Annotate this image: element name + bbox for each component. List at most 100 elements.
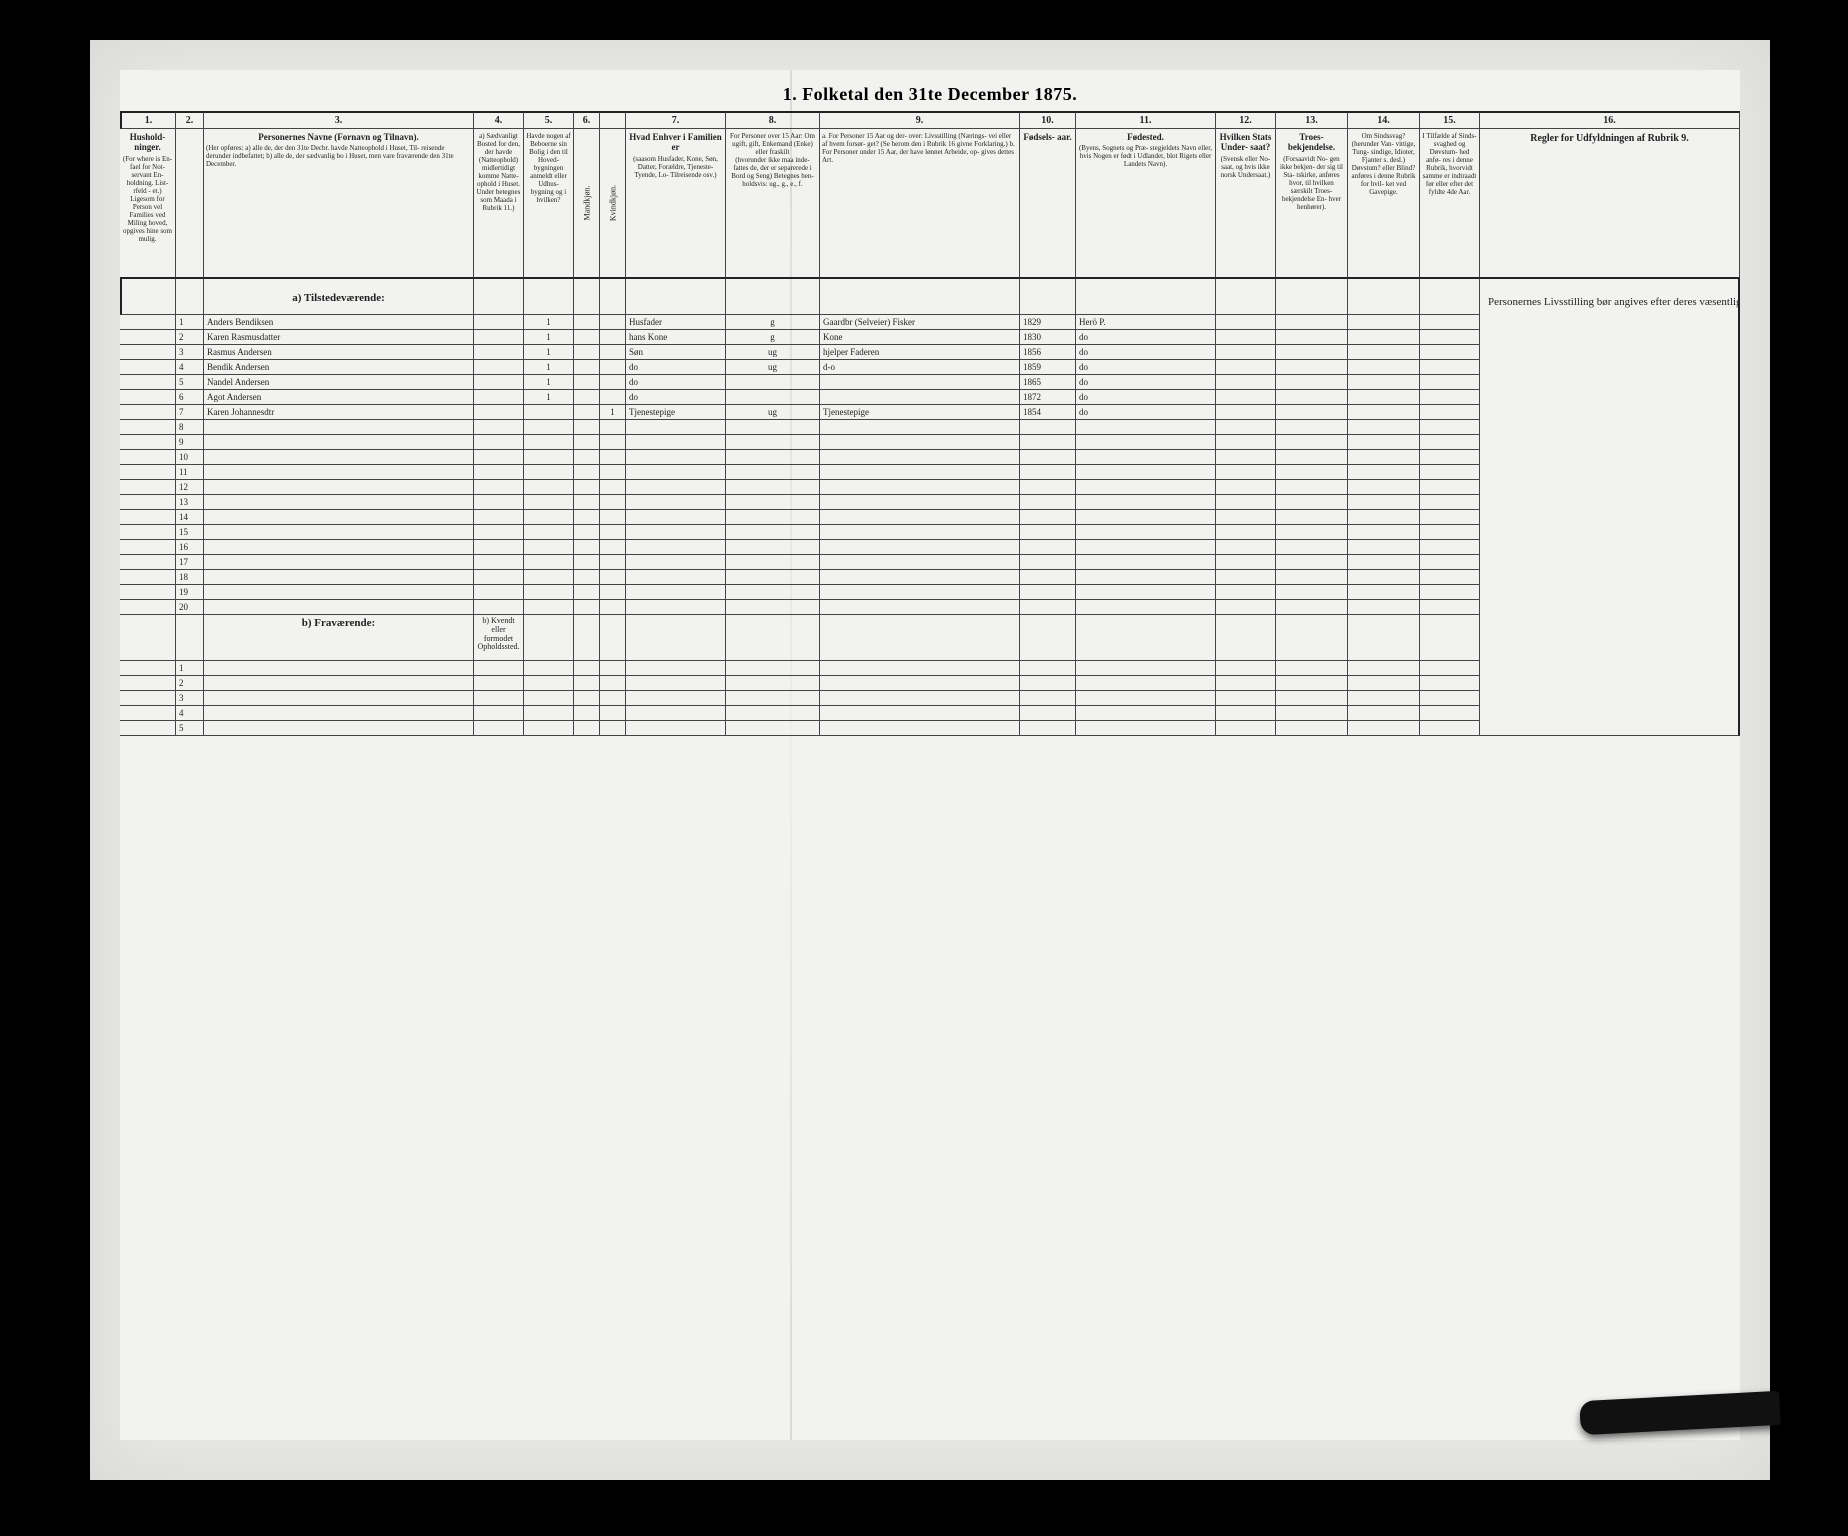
e (600, 600, 626, 615)
e (1020, 450, 1076, 465)
row-c6b (600, 330, 626, 345)
colnum-9: 9. (820, 111, 1020, 129)
e (1420, 495, 1480, 510)
eb-hh (120, 721, 176, 736)
row-c4 (474, 345, 524, 360)
e (474, 540, 524, 555)
e (600, 555, 626, 570)
row-yr: 1829 (1020, 315, 1076, 330)
e-num: 13 (176, 495, 204, 510)
eb (1276, 661, 1348, 676)
e (1020, 540, 1076, 555)
row-tro (1276, 375, 1348, 390)
row-rel: do (626, 360, 726, 375)
e (1076, 510, 1216, 525)
e (1076, 555, 1216, 570)
row-hh (120, 330, 176, 345)
e-num: 11 (176, 465, 204, 480)
eb (1420, 706, 1480, 721)
eb (574, 706, 600, 721)
e (1276, 600, 1348, 615)
colnum-15: 15. (1420, 111, 1480, 129)
e (474, 525, 524, 540)
e (574, 420, 600, 435)
row-c4 (474, 330, 524, 345)
eb (474, 721, 524, 736)
eb (1020, 661, 1076, 676)
sb (120, 615, 176, 661)
e (474, 495, 524, 510)
e-hh (120, 570, 176, 585)
row-name: Rasmus Andersen (204, 345, 474, 360)
row-num: 5 (176, 375, 204, 390)
e-hh (120, 555, 176, 570)
row-c4 (474, 315, 524, 330)
eb (726, 721, 820, 736)
e (1276, 540, 1348, 555)
eb (626, 661, 726, 676)
e (204, 435, 474, 450)
e (1348, 570, 1420, 585)
row-u (1216, 360, 1276, 375)
eb (1076, 706, 1216, 721)
colnum-1: 1. (120, 111, 176, 129)
eb (524, 676, 574, 691)
row-yr: 1865 (1020, 375, 1076, 390)
eb (1420, 691, 1480, 706)
sec-a-blank1 (120, 279, 176, 315)
sb (524, 615, 574, 661)
colnum-4: 4. (474, 111, 524, 129)
e (820, 495, 1020, 510)
e (1348, 465, 1420, 480)
e (626, 495, 726, 510)
sb (820, 615, 1020, 661)
sb-note: b) Kvendt eller formodet Opholdssted. (474, 615, 524, 661)
e-hh (120, 540, 176, 555)
e (726, 435, 820, 450)
e (1348, 420, 1420, 435)
e (1276, 495, 1348, 510)
e (1420, 585, 1480, 600)
e (1276, 420, 1348, 435)
eb (1076, 661, 1216, 676)
row-tro (1276, 405, 1348, 420)
row-c5: 1 (524, 375, 574, 390)
e (726, 465, 820, 480)
row-ss (1348, 375, 1420, 390)
row-c5: 1 (524, 360, 574, 375)
eb (600, 721, 626, 736)
row-born: do (1076, 360, 1216, 375)
eb (820, 676, 1020, 691)
row-age (1420, 315, 1480, 330)
eb (600, 706, 626, 721)
sb (1348, 615, 1420, 661)
e (574, 495, 600, 510)
sec-a-blank2 (176, 279, 204, 315)
eb (574, 661, 600, 676)
e (1348, 585, 1420, 600)
e-num: 15 (176, 525, 204, 540)
sb (726, 615, 820, 661)
colnum-3: 3. (204, 111, 474, 129)
e (1276, 435, 1348, 450)
row-age (1420, 330, 1480, 345)
row-rel: hans Kone (626, 330, 726, 345)
e (600, 525, 626, 540)
e (726, 420, 820, 435)
eb (626, 676, 726, 691)
e (1216, 495, 1276, 510)
sb (1420, 615, 1480, 661)
eb (524, 661, 574, 676)
row-name: Agot Andersen (204, 390, 474, 405)
e-hh (120, 435, 176, 450)
e (524, 585, 574, 600)
row-c6a (574, 360, 600, 375)
eb (204, 721, 474, 736)
e (1076, 480, 1216, 495)
e (600, 540, 626, 555)
row-born: do (1076, 330, 1216, 345)
e (726, 540, 820, 555)
e (1216, 465, 1276, 480)
e (1216, 480, 1276, 495)
e (820, 525, 1020, 540)
